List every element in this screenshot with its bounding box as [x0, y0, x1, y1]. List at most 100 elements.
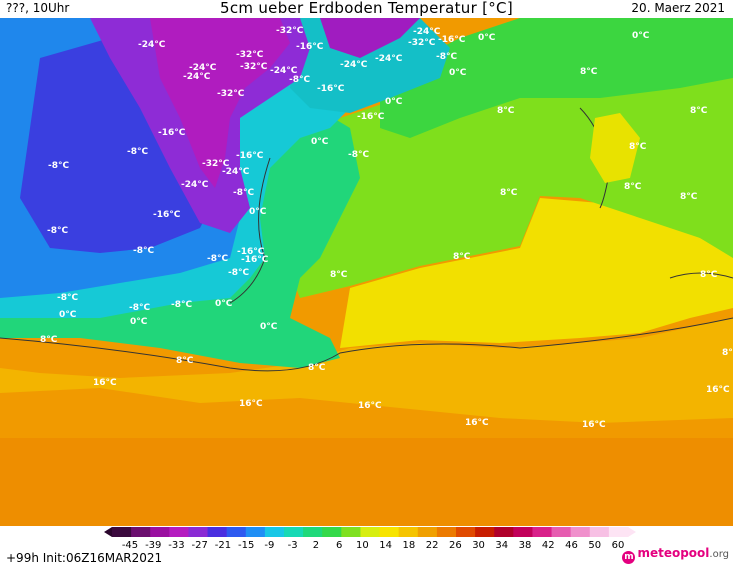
scale-swatch	[494, 527, 514, 537]
scale-tick-label: 38	[518, 540, 532, 551]
temperature-map: -24°C -32°C -24°C -16°C -24°C -24°C -32°C -24°C…	[0, 18, 733, 526]
forecast-init: +99h Init:06Z16MAR2021	[6, 551, 163, 565]
temperature-label: -8°C	[348, 150, 369, 160]
scale-ticks: -45 -39 -33 -27 -21 -15 -9 -3 2 6 10 14 18 22 26 30 34 38…	[0, 540, 733, 552]
scale-swatch	[532, 527, 553, 537]
scale-swatch	[379, 527, 400, 537]
header-bar: ???, 10Uhr 5cm ueber Erdboden Temperatur…	[0, 0, 733, 18]
temperature-label: -8°C	[228, 268, 249, 278]
temperature-label: -16°C	[296, 42, 324, 52]
temperature-label: -8°C	[233, 188, 254, 198]
scale-swatch	[513, 527, 533, 537]
temperature-label: 0°C	[311, 137, 329, 147]
scale-swatch	[551, 527, 572, 537]
temperature-label: -8°C	[57, 293, 78, 303]
scale-tick-label: 10	[356, 540, 369, 551]
scale-tick-label: 30	[472, 540, 485, 551]
temperature-label: -24°C	[138, 40, 166, 50]
temperature-label: 0°C	[215, 299, 233, 309]
temperature-label: 8°C	[580, 67, 598, 77]
valid-date: 20. Maerz 2021	[631, 1, 725, 15]
temperature-label: -24°C	[222, 167, 250, 177]
temperature-label: 8°C	[690, 106, 708, 116]
scale-swatch	[417, 527, 438, 537]
scale-tick-label: -39	[145, 540, 162, 551]
temperature-label: -16°C	[153, 210, 181, 220]
temperature-label: 8°C	[722, 348, 733, 358]
temperature-label: -16°C	[438, 35, 466, 45]
scale-swatch	[112, 527, 132, 537]
scale-tick-label: 60	[611, 540, 625, 551]
scale-swatch	[360, 527, 381, 537]
temperature-label: 0°C	[130, 317, 148, 327]
temperature-label: -8°C	[47, 226, 68, 236]
temperature-label: 8°C	[624, 182, 642, 192]
temperature-label: 16°C	[706, 385, 730, 395]
temperature-label: 8°C	[40, 335, 58, 345]
temperature-label: -24°C	[181, 180, 209, 190]
logo-text: meteopool	[637, 546, 710, 560]
temperature-label: -8°C	[171, 300, 192, 310]
scale-tick-label: 46	[565, 540, 578, 551]
temperature-label: -16°C	[317, 84, 345, 94]
scale-tick-label: 14	[379, 540, 392, 551]
temperature-label: -8°C	[133, 246, 154, 256]
scale-tick-label: -45	[121, 540, 139, 551]
temperature-label: -24°C	[340, 60, 368, 70]
scale-arrow-right	[628, 527, 636, 537]
scale-swatch	[245, 527, 266, 537]
zone-magenta-east	[320, 18, 420, 58]
logo-org: .org	[709, 549, 729, 560]
scale-tick-label: -21	[214, 540, 232, 551]
scale-swatch	[436, 527, 457, 537]
scale-swatch	[398, 527, 419, 537]
temperature-label: -32°C	[240, 62, 268, 72]
scale-tick-label: 18	[402, 540, 416, 551]
scale-swatch	[131, 527, 151, 537]
coastline-east	[669, 272, 733, 279]
scale-tick-label: 34	[495, 540, 509, 551]
temperature-label: 0°C	[478, 33, 496, 43]
scale-tick-label: -3	[287, 540, 298, 551]
scale-swatch	[608, 527, 629, 537]
scale-swatch	[264, 527, 285, 537]
coastline-south	[0, 317, 733, 372]
run-label: ???, 10Uhr	[6, 1, 70, 15]
scale-arrow-left	[104, 527, 112, 537]
temperature-label: 8°C	[629, 142, 647, 152]
scale-swatch	[589, 527, 610, 537]
temperature-label: -8°C	[48, 161, 69, 171]
footer: -45 -39 -33 -27 -21 -15 -9 -3 2 6 10 14 18 22 26 30 34 38…	[0, 526, 733, 566]
temperature-label: 16°C	[465, 418, 489, 428]
scale-swatch	[322, 527, 342, 537]
temperature-label: 8°C	[176, 356, 194, 366]
temperature-label: -16°C	[357, 112, 385, 122]
temperature-label: 0°C	[59, 310, 77, 320]
temperature-label: -24°C	[375, 54, 403, 64]
temperature-label: -8°C	[289, 75, 310, 85]
coastline-baltic	[229, 157, 271, 304]
map-title: 5cm ueber Erdboden Temperatur [°C]	[220, 0, 513, 17]
scale-swatch	[341, 527, 361, 537]
scale-swatch	[207, 527, 228, 537]
temperature-label: 0°C	[632, 31, 650, 41]
logo-icon: m	[622, 551, 636, 564]
temperature-label: 16°C	[358, 401, 382, 411]
temperature-field: -24°C-32°C -24°C-16°C-24°C-24°C-32°C-24°C…	[0, 18, 733, 526]
scale-swatch	[456, 527, 476, 537]
temperature-label: 16°C	[239, 399, 263, 409]
temperature-label: 8°C	[330, 270, 348, 280]
zone-yellow	[340, 198, 733, 348]
temperature-label: -8°C	[127, 147, 148, 157]
scale-tick-label: 6	[335, 540, 343, 551]
temperature-label: 16°C	[93, 378, 117, 388]
scale-swatch	[284, 527, 304, 537]
temperature-label: 8°C	[453, 252, 471, 262]
logo[interactable]: m meteopool.org	[622, 546, 729, 564]
temperature-label: -24°C	[270, 66, 298, 76]
scale-swatch	[169, 527, 189, 537]
temperature-label: -24°C	[189, 63, 217, 73]
temperature-label: 8°C	[700, 270, 718, 280]
temperature-label: -16°C	[158, 128, 186, 138]
zone-island	[590, 113, 640, 183]
